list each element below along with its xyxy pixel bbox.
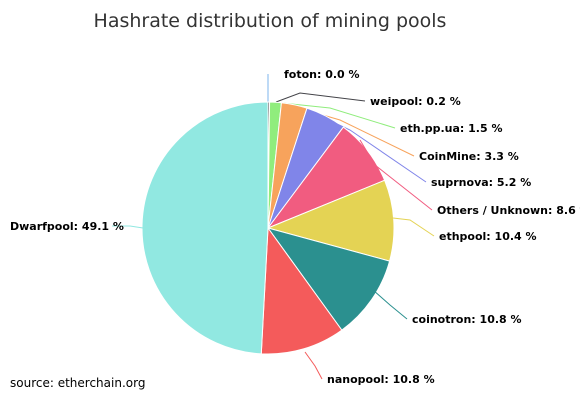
source-note: source: etherchain.org xyxy=(10,376,146,390)
label-connector xyxy=(392,217,435,237)
label-connector xyxy=(372,289,408,320)
slice-label: Dwarfpool: 49.1 % xyxy=(10,220,124,233)
slice-label: coinotron: 10.8 % xyxy=(412,313,522,326)
slice-label: ethpool: 10.4 % xyxy=(439,230,537,243)
slice-label: eth.pp.ua: 1.5 % xyxy=(400,122,502,135)
label-connector xyxy=(304,351,323,380)
slice-label: foton: 0.0 % xyxy=(284,68,360,81)
label-connector xyxy=(112,225,144,229)
pie-slice[interactable] xyxy=(266,179,395,262)
label-connector xyxy=(281,102,396,129)
label-connector xyxy=(319,115,427,183)
label-connector xyxy=(275,92,366,103)
pie-slice[interactable] xyxy=(260,226,343,355)
slice-label: nanopool: 10.8 % xyxy=(327,373,435,386)
pie-slice[interactable] xyxy=(141,101,269,355)
slice-label: CoinMine: 3.3 % xyxy=(419,150,519,163)
pie-slice[interactable] xyxy=(266,227,391,331)
slice-label: weipool: 0.2 % xyxy=(370,95,461,108)
slice-label: Others / Unknown: 8.6 % xyxy=(437,204,580,217)
chart-title: Hashrate distribution of mining pools xyxy=(93,10,447,32)
label-connector xyxy=(359,139,433,211)
slice-label: suprnova: 5.2 % xyxy=(431,176,531,189)
